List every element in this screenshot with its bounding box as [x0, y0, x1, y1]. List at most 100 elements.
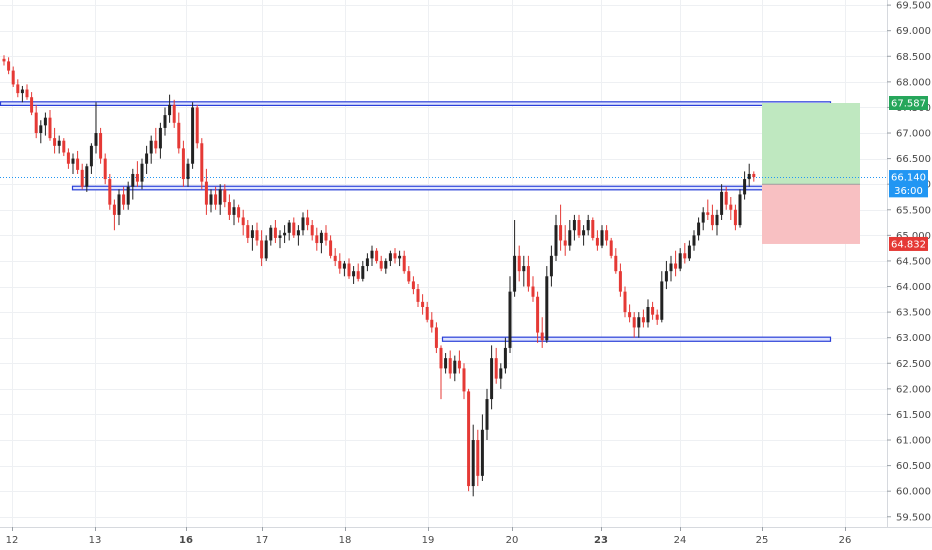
candle-body-161 — [743, 179, 747, 195]
zone-rect-1[interactable] — [71, 185, 832, 191]
support-resistance-zones[interactable] — [0, 101, 832, 342]
candle-body-61 — [283, 232, 287, 236]
candle-body-25 — [117, 194, 121, 215]
candle-body-88 — [407, 271, 411, 282]
price-tick-label-5: 62.000 — [896, 384, 931, 395]
candle-body-24 — [112, 204, 116, 215]
candle-body-30 — [140, 163, 144, 182]
candle-body-72 — [333, 255, 337, 261]
time-tick-label-6: 20 — [506, 535, 519, 546]
time-tick-label-1: 13 — [89, 535, 102, 546]
candle-body-58 — [269, 227, 273, 241]
candle-body-100 — [462, 368, 466, 392]
candle-body-89 — [411, 281, 415, 290]
candle-body-17 — [80, 169, 84, 187]
grid-lines — [0, 0, 887, 527]
candle-body-160 — [738, 194, 742, 226]
candle-body-59 — [273, 227, 277, 238]
candle-body-32 — [149, 140, 153, 154]
zone-rect-0[interactable] — [0, 101, 832, 106]
candle-body-105 — [485, 399, 489, 430]
price-badge-1 — [889, 170, 928, 185]
candle-body-12 — [57, 140, 61, 146]
candle-body-73 — [338, 260, 342, 269]
candle-body-119 — [549, 255, 553, 277]
candle-body-158 — [729, 204, 733, 210]
candle-body-154 — [710, 214, 714, 226]
candle-body-37 — [172, 104, 176, 123]
candle-body-108 — [499, 368, 503, 379]
price-badge-0 — [889, 95, 928, 110]
candle-body-125 — [577, 220, 581, 236]
candle-body-3 — [16, 84, 20, 94]
candle-body-152 — [701, 212, 705, 223]
price-tick-label-9: 64.000 — [896, 282, 931, 293]
candle-body-4 — [20, 89, 24, 94]
candle-body-121 — [559, 225, 563, 241]
candle-body-48 — [223, 189, 227, 203]
candle-body-112 — [517, 255, 521, 272]
time-axis[interactable]: 12 13 16 17 18 19 20 23 24 25 26 — [0, 527, 932, 546]
time-tick-label-0: 12 — [6, 535, 19, 546]
candle-body-14 — [66, 152, 70, 164]
candle-body-16 — [76, 158, 80, 170]
candle-body-8 — [39, 125, 43, 134]
candle-body-21 — [99, 133, 103, 159]
candle-body-103 — [476, 440, 480, 476]
candle-body-83 — [384, 260, 388, 269]
candle-body-85 — [393, 253, 397, 259]
candle-body-115 — [531, 286, 535, 297]
candle-body-95 — [439, 347, 443, 369]
candle-body-43 — [200, 143, 204, 182]
candle-body-157 — [724, 191, 728, 205]
candle-body-117 — [540, 332, 544, 341]
candle-body-134 — [618, 271, 622, 292]
price-tick-label-11: 65.000 — [896, 231, 931, 242]
candle-body-78 — [361, 266, 365, 279]
candle-body-141 — [651, 306, 655, 315]
candle-body-99 — [457, 360, 461, 369]
price-axis[interactable]: 59.500 60.000 60.500 61.000 61.500 62.000 62.5… — [887, 0, 931, 527]
candle-body-79 — [365, 258, 369, 267]
candle-body-22 — [103, 158, 107, 180]
candle-body-84 — [388, 253, 392, 261]
candle-body-77 — [356, 271, 360, 279]
candle-body-110 — [508, 291, 512, 348]
candle-body-101 — [467, 391, 471, 487]
candle-body-98 — [453, 360, 457, 374]
candle-body-18 — [85, 166, 89, 187]
candle-body-39 — [181, 148, 185, 180]
candle-body-35 — [163, 115, 167, 128]
candle-body-68 — [315, 235, 319, 244]
candle-body-96 — [444, 358, 448, 369]
candle-body-49 — [227, 202, 231, 215]
candle-body-47 — [218, 189, 222, 205]
candle-body-33 — [154, 140, 158, 149]
candle-body-140 — [646, 306, 650, 323]
stop-zone — [762, 184, 860, 244]
candle-body-19 — [89, 145, 93, 167]
long-position-tool[interactable] — [762, 102, 860, 244]
candle-body-138 — [637, 317, 641, 328]
zone-rect-2[interactable] — [441, 336, 832, 342]
candle-body-97 — [448, 358, 452, 374]
candle-body-70 — [324, 232, 328, 241]
candle-body-28 — [131, 173, 135, 187]
price-tick-label-0: 59.500 — [896, 512, 931, 523]
price-tick-label-15: 67.000 — [896, 129, 931, 140]
candle-body-64 — [296, 230, 300, 236]
candle-body-66 — [306, 217, 310, 226]
price-tick-label-20: 69.500 — [896, 1, 931, 12]
candle-body-50 — [232, 207, 236, 215]
candle-body-102 — [471, 440, 475, 487]
candle-body-129 — [595, 237, 599, 246]
candle-body-76 — [352, 271, 356, 277]
candle-body-53 — [246, 225, 250, 238]
candle-body-75 — [347, 263, 351, 277]
candle-body-109 — [503, 347, 507, 369]
candle-body-87 — [402, 255, 406, 272]
time-tick-label-10: 26 — [839, 535, 852, 546]
candle-body-44 — [204, 181, 208, 205]
candle-body-114 — [526, 266, 530, 287]
